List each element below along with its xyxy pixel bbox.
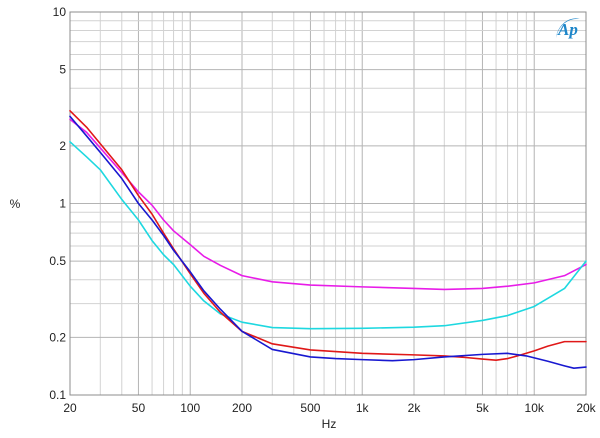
y-axis-label: % [10,197,21,211]
grid [69,11,587,396]
y-tick-labels: 0.1 0.2 0.5 1 2 5 10 [49,5,66,402]
y-tick-label: 0.1 [49,388,66,402]
x-tick-label: 2k [408,401,422,415]
x-tick-label: 1k [356,401,370,415]
x-tick-label: 20 [63,401,77,415]
series-line-4 [69,115,587,370]
series-group [69,109,587,370]
x-tick-label: 5k [476,401,490,415]
series-line-3 [69,109,587,361]
y-tick-label: 5 [59,63,66,77]
ap-logo: Ap [556,18,580,39]
x-tick-label: 100 [180,401,200,415]
y-tick-label: 2 [59,139,66,153]
x-tick-label: 200 [232,401,252,415]
x-tick-labels: 20 50 100 200 500 1k 2k 5k 10k 20k [63,401,596,415]
logo-text: Ap [557,20,578,39]
x-tick-label: 10k [525,401,545,415]
y-tick-label: 10 [53,5,67,19]
x-tick-label: 50 [132,401,146,415]
plot-frame [69,11,587,396]
x-tick-label: 500 [300,401,320,415]
y-tick-label: 0.2 [49,330,66,344]
y-tick-label: 0.5 [49,254,66,268]
y-tick-label: 1 [59,197,66,211]
x-tick-label: 20k [576,401,596,415]
series-line-1 [69,118,587,291]
series-line-2 [69,141,587,330]
x-axis-label: Hz [322,417,337,431]
